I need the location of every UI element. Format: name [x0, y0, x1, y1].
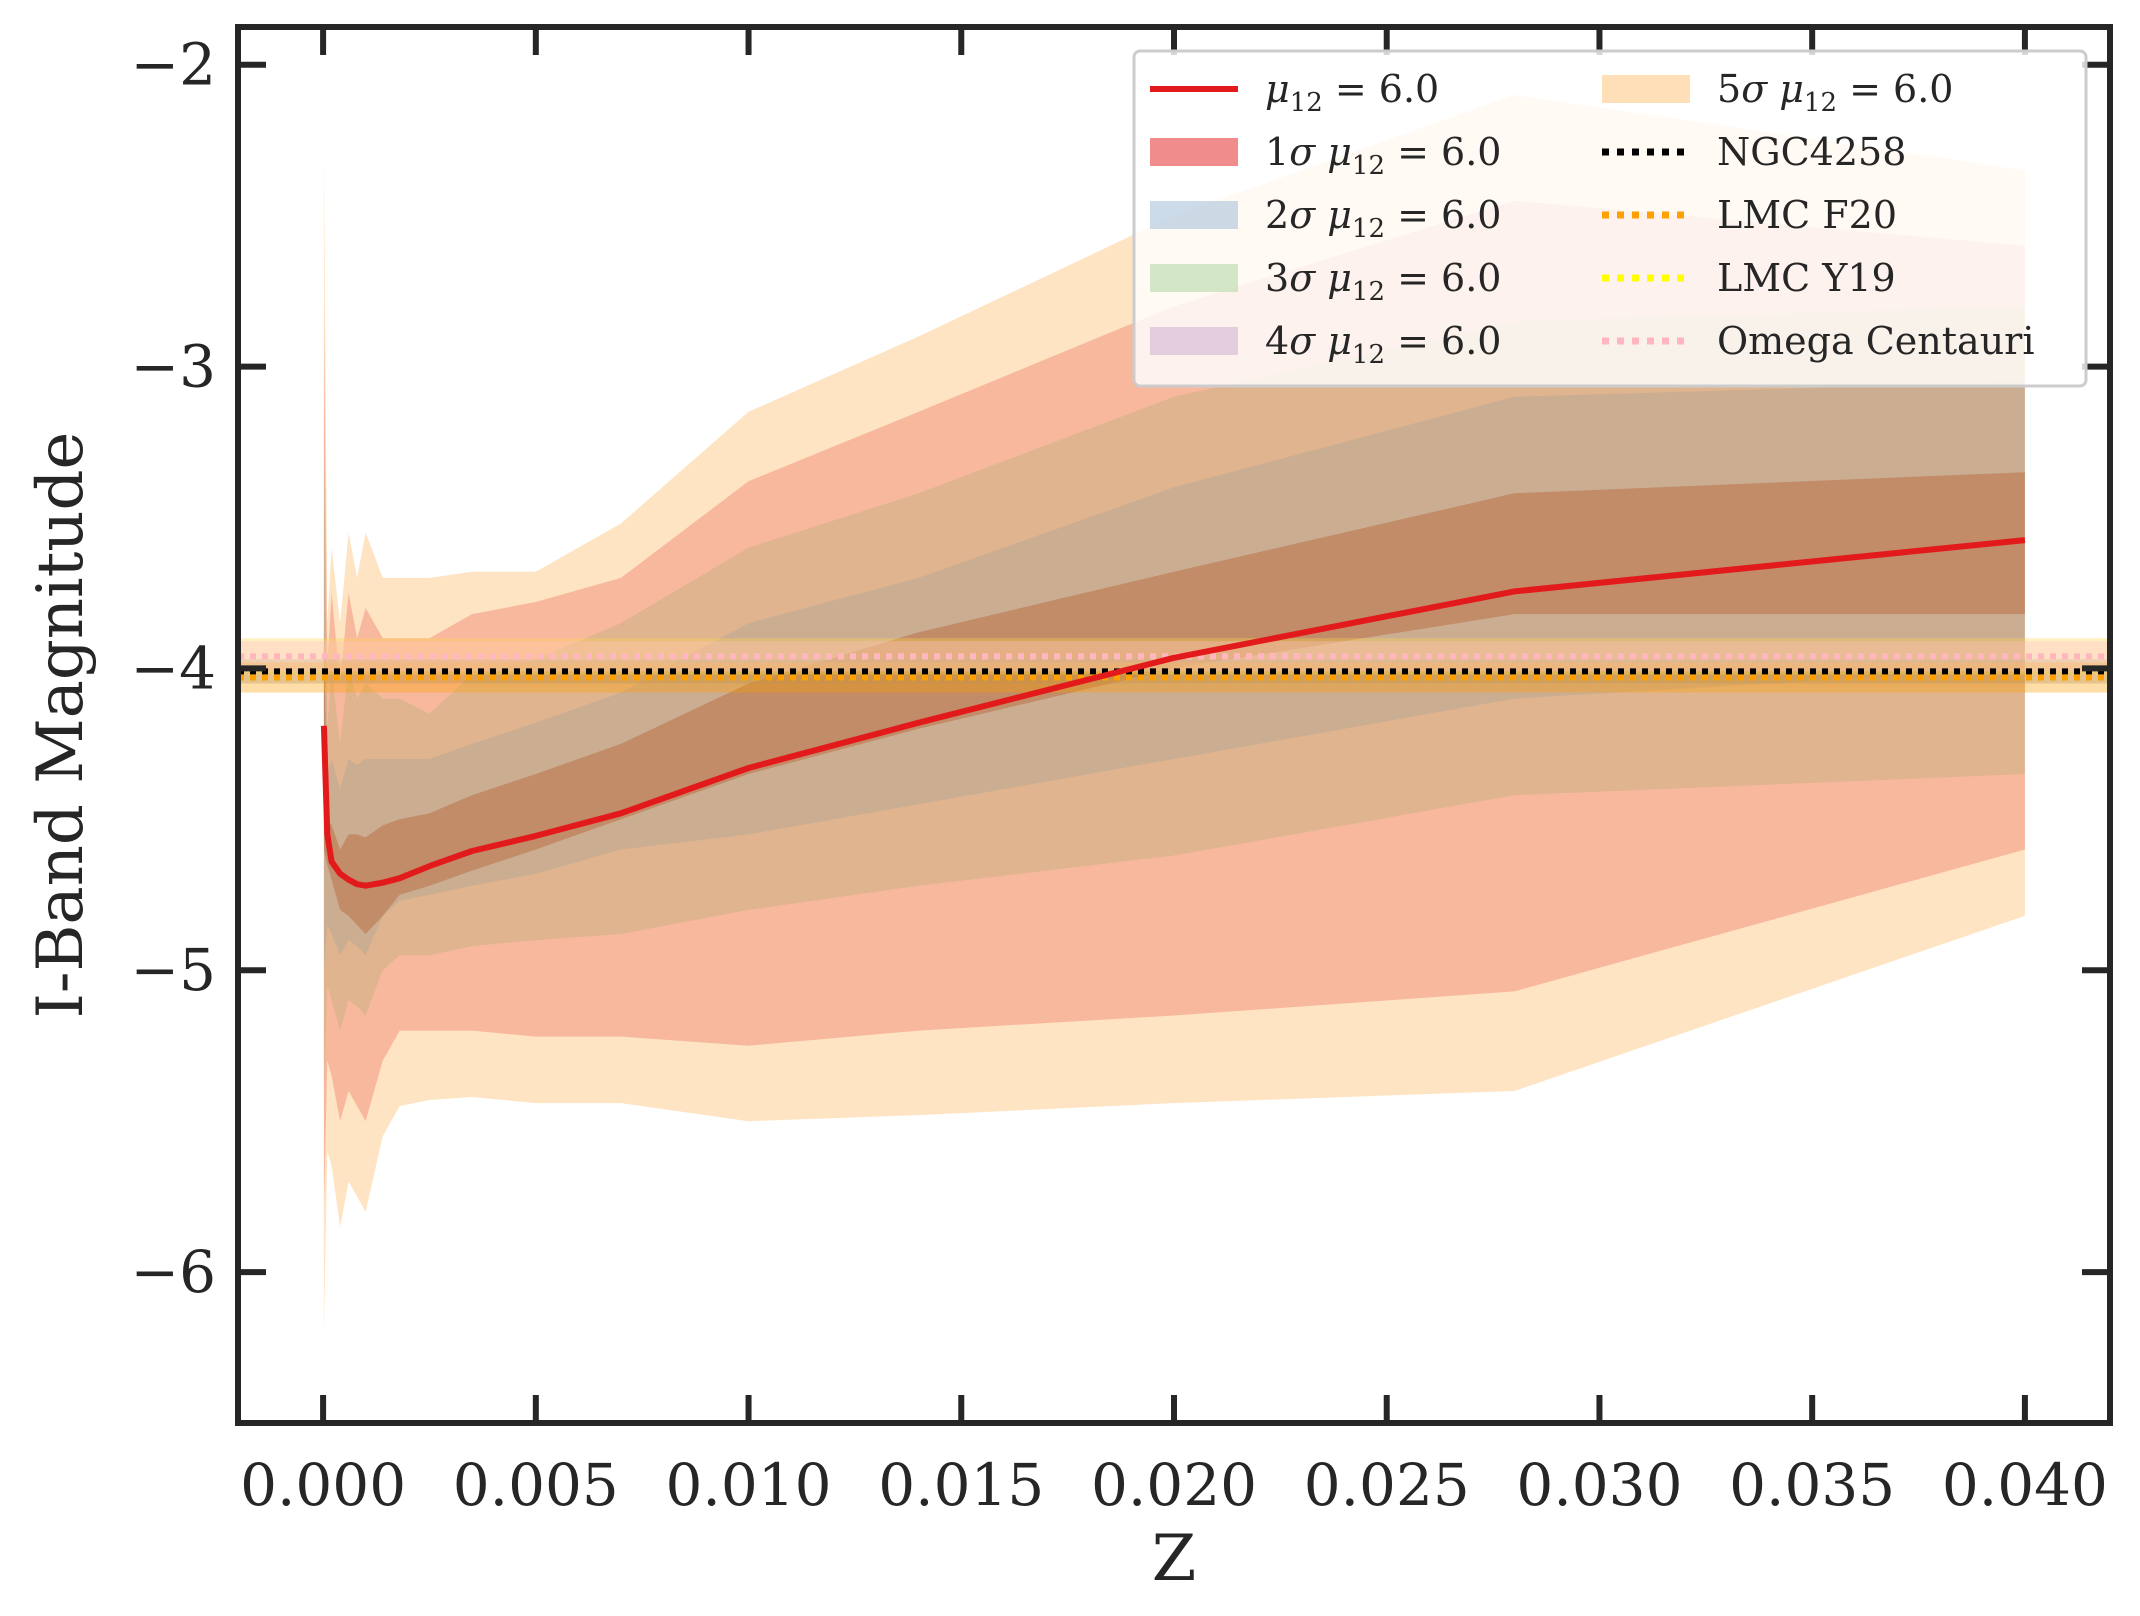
legend-label: 2σ μ12 = 6.0 — [1265, 193, 1501, 244]
legend-label: 4σ μ12 = 6.0 — [1265, 319, 1501, 370]
reference-lines — [238, 638, 2110, 693]
x-tick-label: 0.035 — [1729, 1451, 1895, 1519]
legend-entry-r4: Omega Centauri — [1602, 319, 2035, 363]
legend-entry-l3: 3σ μ12 = 6.0 — [1150, 256, 1501, 307]
legend-entry-r3: LMC Y19 — [1602, 256, 1896, 300]
legend-label: NGC4258 — [1717, 130, 1906, 174]
y-tick-labels: −2 −3 −4 −5 −6 — [131, 31, 217, 1306]
y-tick-label: −2 — [131, 31, 217, 99]
legend-label: Omega Centauri — [1717, 319, 2035, 363]
legend-label: 3σ μ12 = 6.0 — [1265, 256, 1501, 307]
series-line-0 — [320, 537, 2026, 889]
x-tick-label: 0.010 — [666, 1451, 832, 1519]
band-5sigma-0 — [323, 94, 2025, 1333]
legend-label: μ12 = 6.0 — [1265, 67, 1439, 118]
x-tick-label: 0.005 — [453, 1451, 619, 1519]
legend-entry-r0: 5σ μ12 = 6.0 — [1602, 67, 1953, 118]
x-tick-label: 0.025 — [1304, 1451, 1470, 1519]
legend-entry-l4: 4σ μ12 = 6.0 — [1150, 319, 1501, 370]
x-tick-label: 0.015 — [878, 1451, 1044, 1519]
legend-entry-l2: 2σ μ12 = 6.0 — [1150, 193, 1501, 244]
legend-swatch-patch — [1150, 201, 1238, 229]
legend-label: 5σ μ12 = 6.0 — [1717, 67, 1953, 118]
y-tick-label: −6 — [131, 1238, 217, 1306]
legend-swatch-patch — [1602, 75, 1690, 103]
legend-label: LMC F20 — [1717, 193, 1897, 237]
band-3sigma-3 — [323, 306, 2025, 1091]
plot-frame — [235, 24, 2113, 1426]
x-tick-labels: 0.000 0.005 0.010 0.015 0.020 0.025 0.030 0.035… — [240, 1451, 2108, 1519]
x-tick-label: 0.040 — [1942, 1451, 2108, 1519]
band-1sigma-5 — [323, 472, 2025, 934]
legend-label: 1σ μ12 = 6.0 — [1265, 130, 1501, 181]
legend-entry-l0: μ12 = 6.0 — [1150, 67, 1439, 118]
legend-entry-r2: LMC F20 — [1602, 193, 1897, 237]
x-tick-label: 0.020 — [1091, 1451, 1257, 1519]
uncertainty-bands — [323, 94, 2025, 1333]
y-tick-label: −5 — [131, 936, 217, 1004]
y-axis-label: I-Band Magnitude — [24, 432, 98, 1019]
legend-swatch-patch — [1150, 138, 1238, 166]
y-tick-label: −4 — [131, 634, 217, 702]
legend: μ12 = 6.0 1σ μ12 = 6.0 2σ μ12 = 6.0 3σ μ12 … — [1132, 49, 2088, 388]
legend-swatch-patch — [1150, 327, 1238, 355]
x-axis-label: Z — [1152, 1522, 1196, 1596]
series-lines — [320, 537, 2026, 889]
band-1sigma-2 — [323, 200, 2025, 1212]
legend-entry-l1: 1σ μ12 = 6.0 — [1150, 130, 1501, 181]
x-tick-label: 0.000 — [240, 1451, 406, 1519]
x-tick-label: 0.030 — [1516, 1451, 1682, 1519]
legend-box — [1132, 49, 2088, 388]
legend-entry-r1: NGC4258 — [1602, 130, 1906, 174]
legend-label: LMC Y19 — [1717, 256, 1896, 300]
y-tick-label: −3 — [131, 333, 217, 401]
legend-swatch-patch — [1150, 264, 1238, 292]
